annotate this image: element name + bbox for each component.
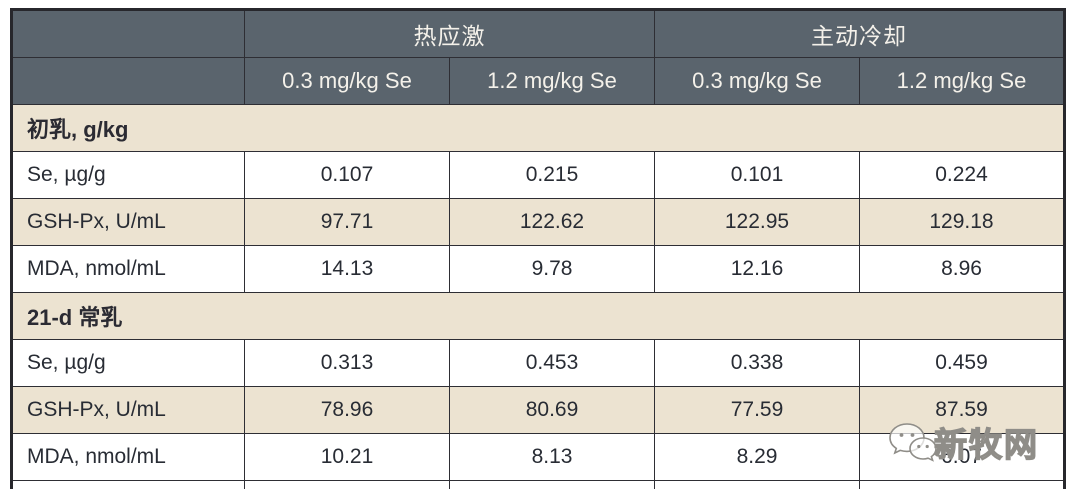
table-row: MDA, nmol/mL 14.13 9.78 12.16 8.96 [11, 245, 1065, 293]
value-cell: 0.107 [244, 151, 450, 199]
value-cell: 0.313 [244, 339, 450, 387]
value-cell: 0.453 [449, 339, 655, 387]
value-cell: 87.59 [859, 386, 1065, 434]
value-cell: 0.224 [859, 151, 1065, 199]
row-label: MDA, nmol/mL [11, 433, 245, 481]
cropped-cell [11, 480, 245, 489]
section-header-row: 初乳, g/kg [11, 104, 1065, 152]
sub-header-row: 0.3 mg/kg Se 1.2 mg/kg Se 0.3 mg/kg Se 1… [11, 57, 1065, 105]
section-header-row: 21-d 常乳 [11, 292, 1065, 340]
table-row: GSH-Px, U/mL 78.96 80.69 77.59 87.59 [11, 386, 1065, 434]
cropped-cell [654, 480, 860, 489]
corner-cell [11, 57, 245, 105]
cropped-cell [449, 480, 655, 489]
value-cell: 12.16 [654, 245, 860, 293]
value-cell: 78.96 [244, 386, 450, 434]
value-cell: 8.13 [449, 433, 655, 481]
value-cell: 0.459 [859, 339, 1065, 387]
table-body: 初乳, g/kg Se, µg/g 0.107 0.215 0.101 0.224 GSH-… [11, 104, 1065, 489]
group-header-active-cooling: 主动冷却 [654, 9, 1065, 58]
value-cell: 8.29 [654, 433, 860, 481]
row-label: Se, µg/g [11, 151, 245, 199]
section-title: 21-d 常乳 [11, 292, 1065, 340]
column-header: 0.3 mg/kg Se [654, 57, 860, 105]
cropped-cell [244, 480, 450, 489]
value-cell: 122.62 [449, 198, 655, 246]
value-cell: 129.18 [859, 198, 1065, 246]
milk-antioxidant-table: 热应激 主动冷却 0.3 mg/kg Se 1.2 mg/kg Se 0.3 m… [10, 8, 1066, 489]
cropped-cell [859, 480, 1065, 489]
row-label: Se, µg/g [11, 339, 245, 387]
value-cell: 80.69 [449, 386, 655, 434]
value-cell: 77.59 [654, 386, 860, 434]
value-cell: 122.95 [654, 198, 860, 246]
row-label: MDA, nmol/mL [11, 245, 245, 293]
column-header: 1.2 mg/kg Se [859, 57, 1065, 105]
value-cell: 0.338 [654, 339, 860, 387]
group-header-row: 热应激 主动冷却 [11, 9, 1065, 58]
value-cell: 8.96 [859, 245, 1065, 293]
value-cell: 0.215 [449, 151, 655, 199]
section-title: 初乳, g/kg [11, 104, 1065, 152]
table-row: Se, µg/g 0.313 0.453 0.338 0.459 [11, 339, 1065, 387]
row-label: GSH-Px, U/mL [11, 386, 245, 434]
value-cell: 97.71 [244, 198, 450, 246]
row-label: GSH-Px, U/mL [11, 198, 245, 246]
column-header: 1.2 mg/kg Se [449, 57, 655, 105]
cropped-row [11, 480, 1065, 489]
table-row: MDA, nmol/mL 10.21 8.13 8.29 6.07 [11, 433, 1065, 481]
corner-cell [11, 9, 245, 58]
table-row: GSH-Px, U/mL 97.71 122.62 122.95 129.18 [11, 198, 1065, 246]
table-row: Se, µg/g 0.107 0.215 0.101 0.224 [11, 151, 1065, 199]
value-cell: 14.13 [244, 245, 450, 293]
value-cell: 6.07 [859, 433, 1065, 481]
value-cell: 10.21 [244, 433, 450, 481]
column-header: 0.3 mg/kg Se [244, 57, 450, 105]
group-header-heat-stress: 热应激 [244, 9, 655, 58]
table-header: 热应激 主动冷却 0.3 mg/kg Se 1.2 mg/kg Se 0.3 m… [11, 9, 1065, 105]
value-cell: 0.101 [654, 151, 860, 199]
value-cell: 9.78 [449, 245, 655, 293]
